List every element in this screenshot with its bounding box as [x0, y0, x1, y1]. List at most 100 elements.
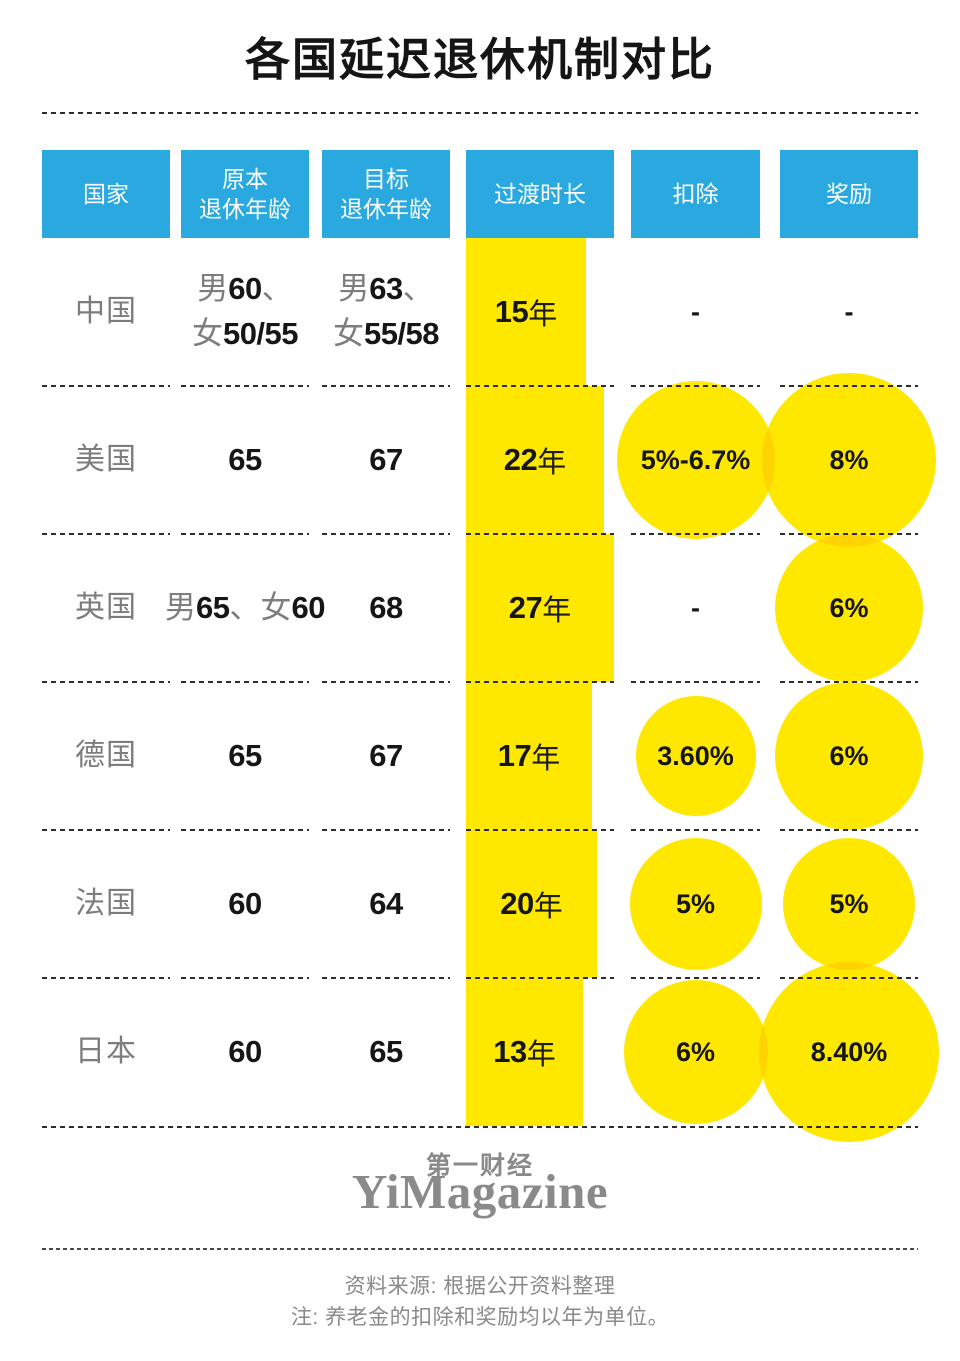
cell-text-segment: 女: [332, 316, 364, 351]
cell-target-age: 男63、 女55/58: [322, 238, 450, 386]
row-divider: [780, 533, 918, 535]
row-divider: [780, 385, 918, 387]
cell-original-age: 60: [181, 830, 309, 978]
row-divider: [466, 681, 614, 683]
cell-line: 男60、: [197, 267, 292, 312]
cell-text-segment: 55/58: [363, 316, 440, 351]
row-divider: [42, 681, 170, 683]
cell-transition: 13 年: [466, 978, 583, 1126]
row-divider: [322, 385, 450, 387]
cell-target-age: 67: [322, 682, 450, 830]
cell-target-age: 64: [322, 830, 450, 978]
transition-highlight-band: [466, 238, 586, 386]
brand-logo-en: YiMagazine: [351, 1164, 609, 1219]
row-divider: [181, 681, 309, 683]
cell-text-segment: 法国: [75, 887, 137, 921]
deduction-circle: [635, 696, 756, 816]
cell-reward: 6%: [829, 592, 869, 623]
cell-line: 65: [369, 1030, 403, 1075]
cell-text-segment: 60: [228, 271, 262, 307]
header-cell-target-age: 目标 退休年龄: [322, 150, 450, 238]
deduction-circle: [629, 838, 762, 970]
cell-reward: -: [844, 296, 854, 327]
cell-text-segment: 60: [228, 1033, 262, 1069]
cell-text-segment: 13: [493, 1034, 527, 1069]
cell-text-segment: 17: [497, 738, 532, 773]
header-cell-label: 过渡时长: [494, 180, 586, 207]
cell-reward: 5%: [829, 888, 869, 919]
cell-original-age: 男65、女60: [165, 534, 325, 682]
cell-deduction: 3.60%: [657, 740, 734, 771]
cell-country: 法国: [42, 830, 170, 978]
cell-text-segment: 15: [494, 294, 529, 329]
row-divider: [780, 829, 918, 831]
cell-line: 67: [369, 734, 403, 779]
transition-highlight-band: [466, 534, 614, 682]
row-divider: [322, 533, 450, 535]
cell-country: 美国: [42, 386, 170, 534]
cell-text-segment: 50/55: [222, 316, 299, 351]
header-cell-deduction: 扣除: [631, 150, 760, 238]
cell-text-segment: 年: [537, 447, 567, 479]
cell-country: 德国: [42, 682, 170, 830]
row-divider: [181, 829, 309, 831]
row-divider: [466, 829, 614, 831]
cell-text-segment: 美国: [75, 443, 137, 477]
cell-text-segment: 65: [369, 1033, 403, 1069]
header-cell-country: 国家: [42, 150, 170, 238]
cell-transition: 27 年: [466, 534, 614, 682]
transition-highlight-band: [466, 386, 604, 534]
top-divider: [42, 112, 918, 114]
header-cell-reward: 奖励: [780, 150, 918, 238]
header-cell-label: 原本: [222, 165, 268, 192]
cell-target-age: 68: [322, 534, 450, 682]
cell-reward: 8%: [829, 444, 869, 475]
cell-deduction: 6%: [675, 1036, 716, 1067]
cell-line: 65: [228, 734, 262, 779]
cell-target-age: 67: [322, 386, 450, 534]
cell-text-segment: 65: [228, 737, 262, 773]
cell-text-segment: 22: [503, 442, 538, 477]
cell-country: 日本: [42, 978, 170, 1126]
cell-line: 64: [369, 882, 403, 927]
cell-text-segment: 65: [228, 441, 262, 477]
reward-circle: [762, 373, 936, 547]
reward-circle: [775, 534, 923, 682]
cell-text-segment: 68: [369, 589, 403, 625]
cell-text-segment: 年: [526, 1039, 556, 1071]
cell-text-segment: 63: [369, 271, 403, 307]
row-divider: [631, 829, 760, 831]
row-divider: [181, 977, 309, 979]
cell-country: 中国: [42, 238, 170, 386]
header-cell-label: 目标: [363, 165, 409, 192]
cell-text-segment: 女: [260, 589, 292, 625]
header-cell-label: 扣除: [672, 180, 719, 207]
row-divider: [322, 681, 450, 683]
cell-text-segment: 60: [228, 885, 262, 921]
cell-line: 67: [369, 438, 403, 483]
brand-logo-cn: 第一财经: [425, 1152, 534, 1180]
cell-target-age: 65: [322, 978, 450, 1126]
unit-note: 注: 养老金的扣除和奖励均以年为单位。: [290, 1306, 670, 1329]
cell-text-segment: 男: [165, 589, 197, 625]
cell-reward: 6%: [829, 740, 869, 771]
cell-line: 女55/58: [332, 312, 440, 357]
cell-original-age: 60: [181, 978, 309, 1126]
header-cell-label: 奖励: [826, 180, 872, 207]
header-cell-label: 国家: [83, 180, 129, 207]
row-divider: [631, 977, 760, 979]
row-divider: [631, 533, 760, 535]
cell-original-age: 65: [181, 386, 309, 534]
deduction-circle: [616, 381, 775, 539]
row-divider: [466, 385, 614, 387]
cell-text-segment: 67: [369, 737, 403, 773]
cell-line: 68: [369, 586, 403, 631]
cell-line: 男63、: [338, 267, 433, 312]
cell-text-segment: 年: [533, 891, 563, 923]
cell-text-segment: 男: [338, 271, 370, 307]
cell-text-segment: 、: [402, 271, 434, 307]
cell-line: 65: [228, 438, 262, 483]
row-divider: [42, 533, 170, 535]
